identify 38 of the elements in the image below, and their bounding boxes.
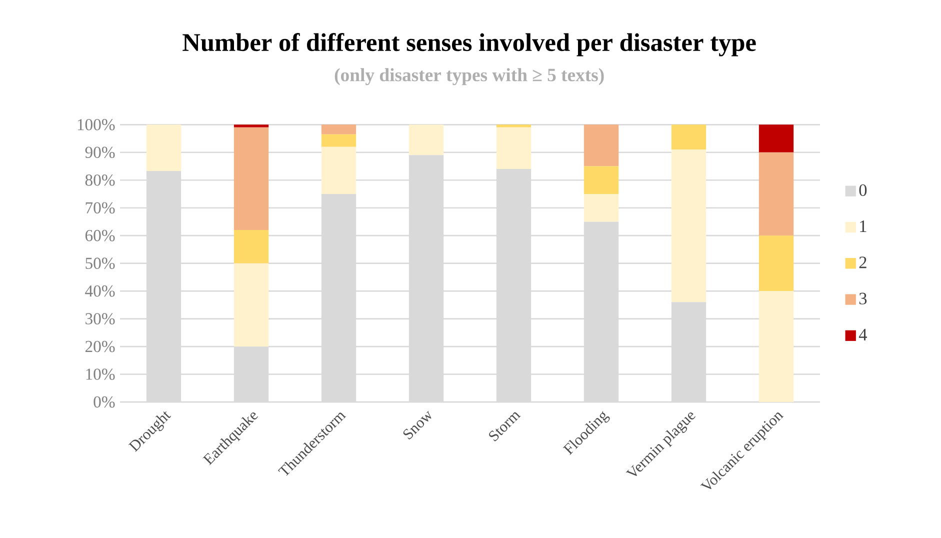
chart-subtitle: (only disaster types with ≥ 5 texts) (334, 68, 604, 86)
y-tick-label: 60% (85, 230, 115, 242)
y-tick-label: 50% (86, 258, 115, 269)
bar (758, 152, 794, 236)
legend-label: 3 (859, 292, 867, 304)
bar (408, 124, 444, 156)
bar (584, 194, 619, 222)
y-tick-label: 40% (85, 285, 115, 297)
bar (321, 146, 356, 194)
chart-title: Number of different senses involved per disaster type (182, 33, 756, 56)
legend-label: 2 (859, 256, 866, 268)
y-tick-label: 20% (85, 340, 115, 352)
bar (321, 134, 356, 147)
bar (234, 127, 269, 230)
bar (758, 236, 794, 292)
bar (671, 124, 706, 150)
y-tick-label: 80% (85, 174, 115, 186)
bar (758, 291, 794, 402)
bar (758, 124, 794, 152)
bar (321, 124, 356, 134)
bar (234, 124, 269, 128)
y-tick-label: 100% (78, 119, 115, 130)
y-tick-label: 70% (86, 202, 115, 214)
y-tick-label: 10% (86, 368, 115, 380)
y-tick-label: 90% (85, 146, 115, 158)
legend-label: 1 (860, 220, 866, 232)
bar (671, 150, 706, 302)
bar (584, 124, 619, 166)
bar (584, 166, 619, 194)
legend-label: 0 (859, 184, 867, 196)
legend-label: 4 (858, 328, 868, 340)
bar (146, 124, 182, 171)
bar (496, 127, 532, 170)
bar (234, 263, 269, 347)
bar (496, 124, 532, 128)
bar (234, 230, 269, 264)
y-tick-label: 30% (86, 313, 115, 324)
y-tick-label: 0% (94, 396, 115, 408)
